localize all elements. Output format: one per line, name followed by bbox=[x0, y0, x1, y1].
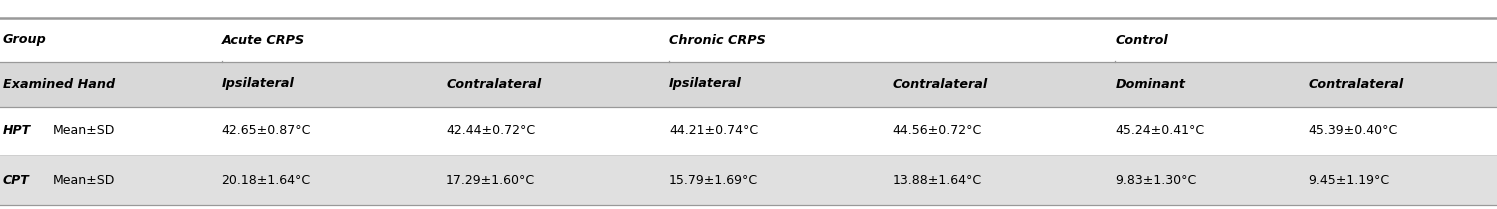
Text: 9.83±1.30°C: 9.83±1.30°C bbox=[1115, 175, 1196, 187]
Text: 45.39±0.40°C: 45.39±0.40°C bbox=[1308, 125, 1398, 138]
Text: 9.45±1.19°C: 9.45±1.19°C bbox=[1308, 175, 1389, 187]
Text: 15.79±1.69°C: 15.79±1.69°C bbox=[669, 175, 759, 187]
Text: Contralateral: Contralateral bbox=[1308, 78, 1404, 90]
Text: Chronic CRPS: Chronic CRPS bbox=[669, 33, 766, 46]
Text: 42.44±0.72°C: 42.44±0.72°C bbox=[446, 125, 536, 138]
Bar bbox=[0, 155, 1497, 205]
Text: Dominant: Dominant bbox=[1115, 78, 1186, 90]
Text: Contralateral: Contralateral bbox=[892, 78, 988, 90]
Text: 17.29±1.60°C: 17.29±1.60°C bbox=[446, 175, 536, 187]
Text: 44.21±0.74°C: 44.21±0.74°C bbox=[669, 125, 759, 138]
Text: CPT: CPT bbox=[3, 175, 30, 187]
Text: Group: Group bbox=[3, 33, 46, 46]
Text: Mean±SD: Mean±SD bbox=[52, 175, 115, 187]
Text: Ipsilateral: Ipsilateral bbox=[222, 78, 295, 90]
Text: Contralateral: Contralateral bbox=[446, 78, 542, 90]
Text: 20.18±1.64°C: 20.18±1.64°C bbox=[222, 175, 311, 187]
Text: Control: Control bbox=[1115, 33, 1168, 46]
Text: Acute CRPS: Acute CRPS bbox=[222, 33, 305, 46]
Text: 45.24±0.41°C: 45.24±0.41°C bbox=[1115, 125, 1205, 138]
Text: Ipsilateral: Ipsilateral bbox=[669, 78, 743, 90]
Text: 42.65±0.87°C: 42.65±0.87°C bbox=[222, 125, 311, 138]
Text: 44.56±0.72°C: 44.56±0.72°C bbox=[892, 125, 982, 138]
Text: Examined Hand: Examined Hand bbox=[3, 78, 115, 90]
Text: HPT: HPT bbox=[3, 125, 31, 138]
Text: Mean±SD: Mean±SD bbox=[52, 125, 115, 138]
Text: 13.88±1.64°C: 13.88±1.64°C bbox=[892, 175, 982, 187]
Bar bbox=[0, 62, 1497, 107]
